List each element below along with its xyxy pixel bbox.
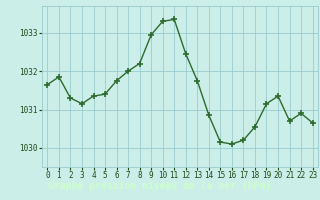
- Text: Graphe pression niveau de la mer (hPa): Graphe pression niveau de la mer (hPa): [48, 181, 272, 191]
